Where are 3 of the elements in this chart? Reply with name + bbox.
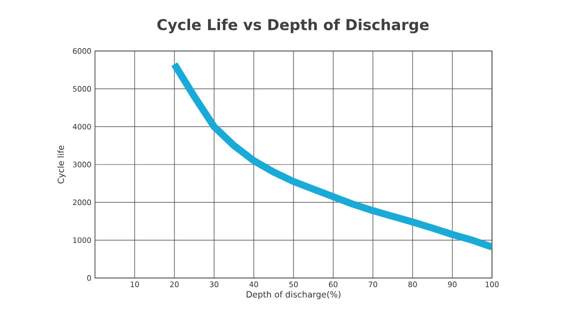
y-axis-title: Cycle life xyxy=(57,146,66,184)
chart-title: Cycle Life vs Depth of Discharge xyxy=(157,18,429,34)
x-axis-title: Depth of discharge(%) xyxy=(246,291,340,300)
